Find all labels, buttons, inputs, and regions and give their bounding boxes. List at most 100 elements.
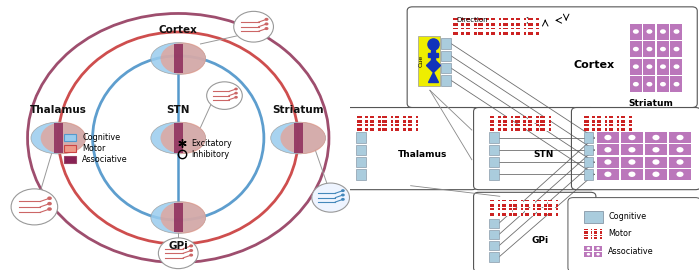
Circle shape [586, 247, 590, 250]
Bar [584, 236, 592, 237]
Bar [657, 41, 669, 57]
Bar [528, 124, 539, 131]
Bar [387, 124, 391, 131]
Text: GPi: GPi [168, 241, 188, 251]
Circle shape [341, 198, 345, 201]
Bar [382, 124, 393, 131]
Ellipse shape [161, 201, 206, 233]
Circle shape [189, 254, 193, 257]
Text: Motor: Motor [608, 229, 631, 238]
Ellipse shape [151, 122, 206, 154]
Bar [525, 200, 535, 207]
Bar [513, 208, 523, 216]
Text: Associative: Associative [608, 247, 654, 256]
Bar [412, 124, 416, 131]
Bar [174, 44, 182, 73]
Bar [584, 169, 593, 180]
Bar [470, 28, 474, 35]
Bar [528, 18, 539, 26]
Text: Direction: Direction [456, 17, 488, 23]
Bar [356, 169, 366, 180]
Bar [489, 230, 499, 239]
Circle shape [312, 183, 350, 212]
Bar [609, 126, 619, 128]
Ellipse shape [41, 122, 86, 154]
Bar [478, 18, 489, 26]
Circle shape [674, 82, 679, 86]
Bar [482, 18, 487, 26]
Bar [507, 124, 511, 131]
Circle shape [628, 159, 635, 165]
Bar [382, 116, 393, 123]
Circle shape [605, 135, 612, 140]
Bar [387, 116, 391, 123]
Bar [507, 28, 512, 35]
Circle shape [660, 64, 666, 69]
Bar [594, 230, 602, 232]
FancyBboxPatch shape [572, 108, 699, 190]
Circle shape [586, 253, 590, 256]
Bar [357, 126, 368, 128]
Bar [357, 124, 368, 131]
Circle shape [628, 172, 635, 177]
Bar [643, 41, 655, 57]
Circle shape [48, 202, 52, 205]
Bar [494, 208, 498, 216]
Bar [515, 124, 526, 131]
Circle shape [605, 147, 612, 152]
Bar [374, 116, 378, 123]
Bar [528, 30, 539, 32]
Bar [466, 18, 477, 26]
Circle shape [628, 135, 635, 140]
Bar [507, 116, 511, 123]
Bar [644, 157, 667, 168]
Bar [584, 246, 592, 251]
Circle shape [234, 87, 238, 90]
Circle shape [48, 197, 52, 200]
Bar [489, 241, 499, 251]
Bar [408, 124, 418, 131]
Bar [519, 124, 524, 131]
Bar [545, 116, 549, 123]
Ellipse shape [271, 122, 326, 154]
Circle shape [677, 159, 684, 165]
Bar [418, 36, 440, 86]
Bar [517, 200, 521, 207]
Bar [584, 126, 595, 128]
Bar [453, 28, 464, 35]
Circle shape [233, 11, 273, 42]
Circle shape [633, 82, 639, 86]
Bar [370, 126, 380, 128]
Bar [441, 51, 451, 61]
Bar [370, 118, 380, 120]
Bar [541, 200, 545, 207]
Bar [503, 116, 513, 123]
Bar [395, 118, 405, 120]
Bar [515, 118, 526, 120]
Bar [489, 132, 499, 143]
Bar [584, 145, 593, 155]
Bar [494, 116, 498, 123]
Bar [532, 116, 536, 123]
Circle shape [677, 147, 684, 152]
Bar [490, 208, 500, 216]
Bar [494, 124, 498, 131]
Circle shape [633, 29, 639, 34]
Circle shape [647, 47, 652, 51]
Bar [584, 235, 592, 240]
Bar [597, 144, 619, 155]
Bar [548, 201, 559, 204]
Circle shape [647, 29, 652, 34]
Bar [669, 132, 691, 143]
Circle shape [189, 244, 193, 247]
Bar [382, 126, 393, 128]
Bar [503, 20, 514, 23]
Bar [516, 18, 526, 26]
Bar [361, 116, 366, 123]
Bar [503, 28, 514, 35]
Bar [643, 76, 655, 92]
Bar [540, 126, 552, 128]
Bar [621, 126, 632, 128]
Bar [489, 157, 499, 167]
Bar [520, 28, 524, 35]
